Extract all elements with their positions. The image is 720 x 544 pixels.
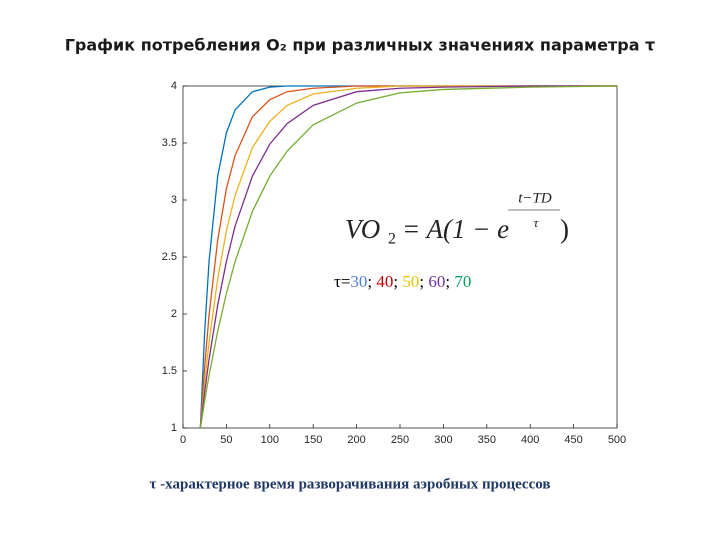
plot-area [182, 85, 618, 429]
formula-close: ) [560, 214, 569, 244]
plot-frame [182, 85, 618, 429]
formula-exp-den: τ [534, 215, 540, 230]
tau-value: 70 [454, 272, 471, 291]
x-tick-label: 50 [220, 434, 232, 446]
tau-value: 40 [376, 272, 393, 291]
formula-lhs: VO [345, 214, 380, 244]
formula-exp-num: t−TD [518, 190, 552, 206]
tau-separator: ; [367, 272, 376, 291]
tau-separator: ; [393, 272, 402, 291]
y-tick-label: 2 [171, 308, 177, 320]
x-tick-label: 200 [347, 434, 365, 446]
tau-label: τ=30; 40; 50; 60; 70 [334, 272, 471, 291]
x-tick-label: 350 [478, 434, 496, 446]
series-line [199, 85, 618, 429]
tau-value: 30 [350, 272, 367, 291]
tau-separator: ; [419, 272, 428, 291]
series-line [199, 85, 617, 429]
x-tick-label: 300 [434, 434, 452, 446]
x-tick-label: 250 [391, 434, 409, 446]
footnote: τ -характерное время разворачивания аэро… [150, 476, 551, 492]
y-tick-label: 1.5 [162, 365, 177, 377]
y-tick-label: 4 [171, 80, 177, 92]
y-tick-label: 3.5 [162, 137, 177, 149]
y-tick-label: 1 [171, 422, 177, 434]
formula-sub: 2 [388, 231, 396, 248]
formula: VO 2 = A(1 − e t−TD τ ) [345, 190, 569, 247]
tau-separator: ; [445, 272, 454, 291]
chart-title: График потребления O₂ при различных знач… [65, 36, 656, 55]
x-tick-label: 150 [304, 434, 322, 446]
tau-value: 50 [402, 272, 419, 291]
x-tick-label: 0 [180, 434, 186, 446]
x-tick-label: 400 [521, 434, 539, 446]
y-tick-label: 3 [171, 194, 177, 206]
tau-prefix: τ= [334, 272, 350, 291]
x-tick-label: 100 [261, 434, 279, 446]
x-tick-label: 500 [608, 434, 626, 446]
x-tick-label: 450 [564, 434, 582, 446]
series-line [199, 85, 617, 429]
tau-value: 60 [428, 272, 445, 291]
y-tick-label: 2.5 [162, 251, 177, 263]
formula-rhs: = A(1 − e [402, 214, 509, 244]
